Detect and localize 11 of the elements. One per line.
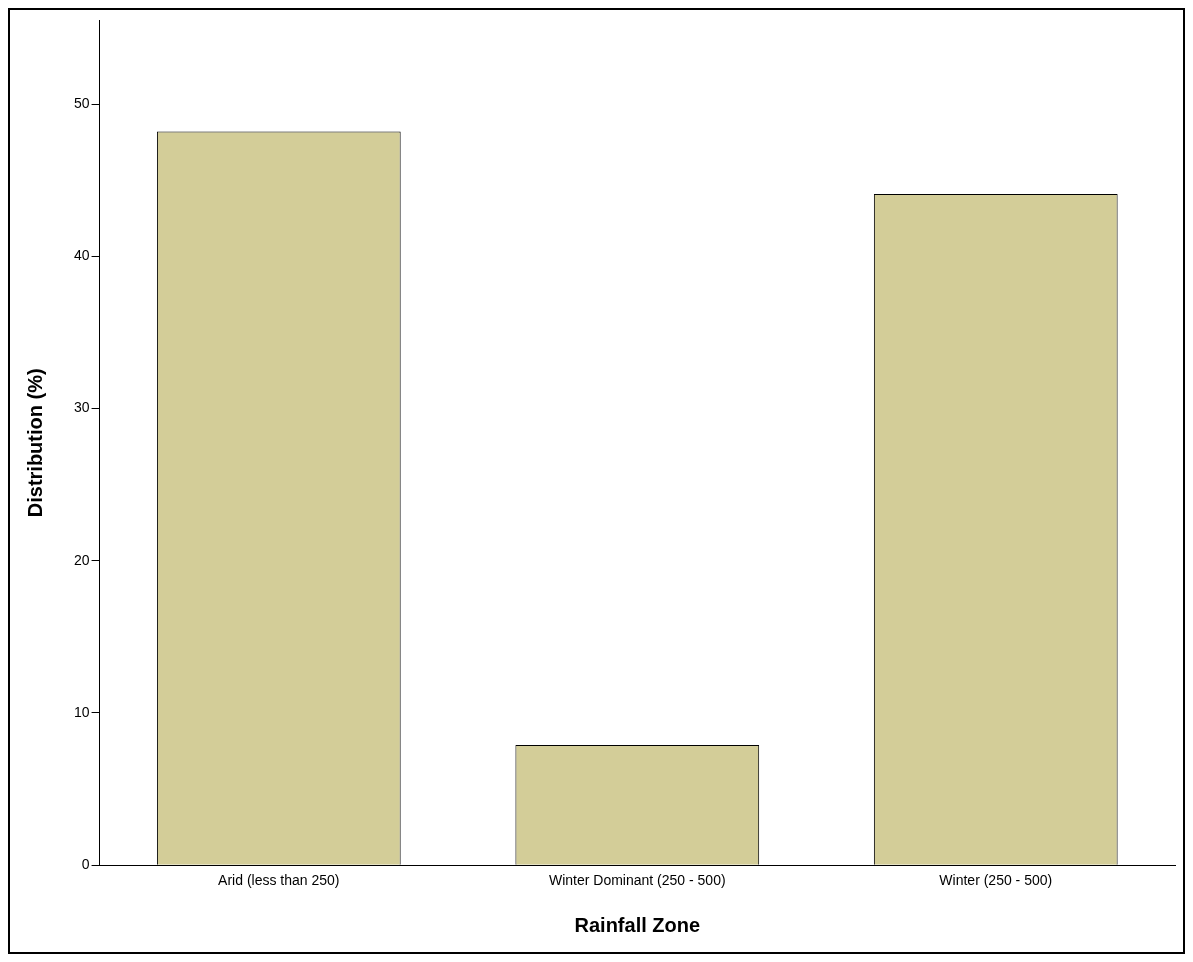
- x-tick-label: Arid (less than 250): [218, 872, 340, 889]
- x-tick-label: Winter (250 - 500): [939, 872, 1053, 889]
- y-tick-label: 50: [73, 94, 90, 111]
- y-tick-label: 30: [73, 399, 90, 416]
- y-axis-title: Distribution (%): [23, 368, 46, 518]
- y-tick-label: 0: [81, 856, 90, 873]
- x-tick-label: Winter Dominant (250 - 500): [548, 872, 726, 889]
- y-tick-label: 40: [73, 247, 90, 264]
- y-tick-label: 20: [73, 551, 90, 568]
- y-tick-label: 10: [73, 703, 90, 720]
- x-axis-title: Rainfall Zone: [574, 913, 701, 936]
